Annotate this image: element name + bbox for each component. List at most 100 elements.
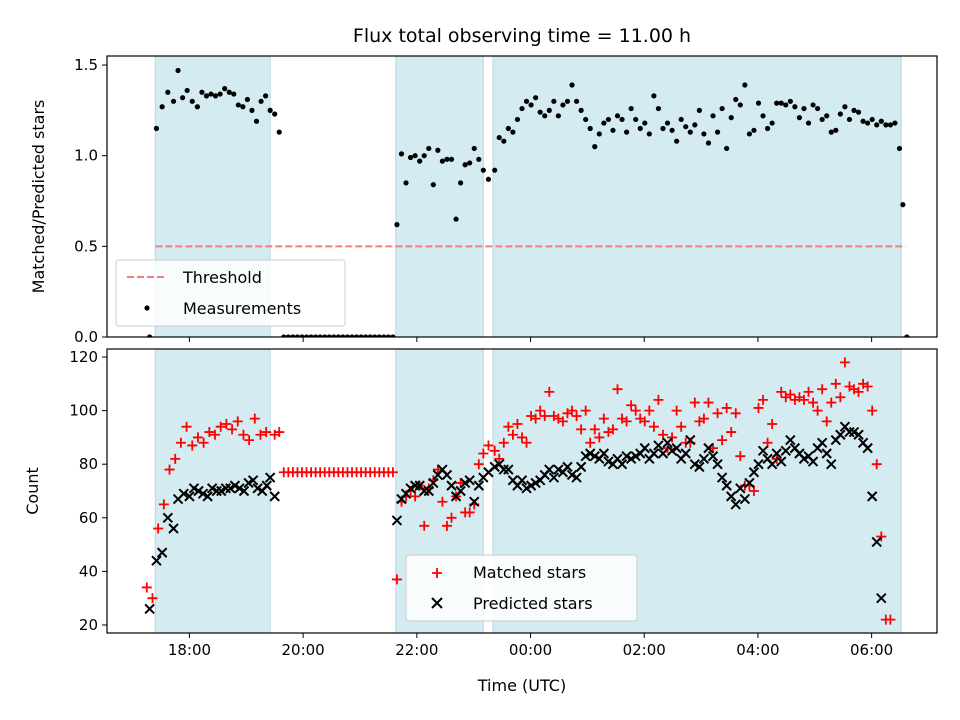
top-y-tick-label: 0.0 (74, 328, 98, 346)
predicted-stars-point (548, 472, 560, 483)
measurement-point (628, 105, 634, 112)
measurement-point (448, 156, 455, 162)
measurement-point (546, 107, 552, 113)
measurement-point (505, 125, 511, 132)
measurement-point (642, 120, 648, 126)
measurement-point (592, 144, 598, 150)
x-tick-label: 18:00 (168, 641, 211, 659)
matched-stars-point (589, 424, 600, 435)
matched-stars-point (181, 421, 192, 432)
measurement-point (421, 153, 427, 159)
bottom-y-tick-label: 40 (79, 562, 98, 580)
matched-stars-point (853, 386, 864, 397)
measurement-point (510, 129, 516, 135)
measurement-point (212, 93, 219, 99)
measurement-point (390, 334, 396, 337)
matched-stars-point (410, 491, 421, 502)
top-series-0 (147, 67, 910, 337)
predicted-stars-point (648, 448, 660, 459)
matched-stars-point (446, 512, 457, 523)
predicted-stars-point (202, 491, 213, 502)
measurement-point (435, 147, 441, 153)
predicted-stars-point (657, 448, 669, 459)
matched-stars-point (580, 405, 591, 416)
matched-stars-point (489, 445, 500, 456)
measurement-point (249, 107, 255, 113)
measurement-point (664, 120, 671, 126)
measurement-point (710, 113, 716, 119)
matched-stars-point (867, 405, 878, 416)
measurement-point (596, 131, 602, 137)
matched-stars-point (221, 419, 232, 430)
predicted-stars-point (725, 491, 737, 502)
predicted-stars-point (757, 445, 769, 457)
matched-stars-point (187, 440, 198, 451)
matched-stars-point (571, 410, 582, 421)
matched-stars-point (535, 405, 546, 416)
measurement-point (253, 118, 260, 124)
x-tick-label: 04:00 (736, 641, 779, 659)
matched-stars-point (512, 419, 523, 430)
measurement-point (394, 222, 400, 228)
top-y-tick-label: 0.5 (74, 237, 98, 255)
measurement-point (184, 87, 190, 94)
predicted-stars-point (730, 499, 741, 510)
measurement-point (426, 145, 432, 152)
measurement-point (833, 127, 839, 133)
predicted-stars-point (423, 485, 434, 497)
measurement-point (322, 334, 328, 337)
top-plot-area (147, 56, 910, 337)
matched-stars-point (158, 499, 169, 510)
predicted-stars-point (871, 536, 882, 548)
predicted-stars-point (639, 442, 651, 454)
predicted-stars-point (544, 464, 555, 475)
legend-measurements-label: Measurements (183, 299, 301, 318)
matched-stars-point (192, 432, 203, 443)
matched-stars-point (771, 453, 782, 464)
predicted-stars-point (571, 472, 582, 483)
measurement-point (583, 116, 589, 123)
measurement-point (619, 116, 625, 123)
predicted-stars-point (428, 477, 439, 489)
measurement-point (587, 125, 593, 132)
matched-stars-point (762, 437, 773, 448)
measurement-point (637, 125, 643, 132)
measurement-point (560, 102, 566, 108)
matched-stars-point (503, 421, 514, 432)
matched-stars-point (464, 507, 475, 518)
matched-stars-point (227, 424, 238, 435)
measurement-point (358, 334, 364, 337)
measurement-point (501, 138, 507, 144)
matched-stars-point (232, 416, 243, 427)
measurement-point (855, 109, 862, 115)
matched-stars-point (204, 427, 215, 438)
measurement-point (878, 118, 884, 124)
predicted-stars-point (807, 456, 819, 467)
bottom-y-tick-label: 100 (69, 402, 98, 420)
matched-stars-point (812, 405, 823, 416)
measurement-point (728, 115, 734, 121)
x-tick-label: 06:00 (850, 641, 893, 659)
predicted-stars-point (409, 480, 421, 491)
matched-stars-point (862, 381, 873, 392)
measurement-point (226, 89, 232, 95)
measurement-point (340, 334, 346, 337)
measurement-point (578, 107, 584, 113)
measurement-point (523, 98, 530, 104)
x-axis-label: Time (UTC) (477, 676, 566, 695)
predicted-stars-point (469, 496, 480, 507)
matched-stars-point (653, 394, 664, 405)
measurement-point (458, 180, 464, 186)
measurement-point (569, 82, 575, 88)
matched-stars-point (662, 443, 673, 454)
predicted-stars-point (680, 448, 691, 459)
predicted-stars-point (735, 483, 746, 494)
matched-stars-point (630, 405, 641, 416)
predicted-stars-point (464, 475, 475, 486)
matched-stars-point (391, 574, 402, 585)
measurement-point (746, 131, 752, 137)
predicted-stars-point (156, 547, 168, 558)
predicted-stars-point (744, 477, 755, 489)
matched-stars-point (198, 437, 209, 448)
matched-stars-point (748, 486, 759, 496)
